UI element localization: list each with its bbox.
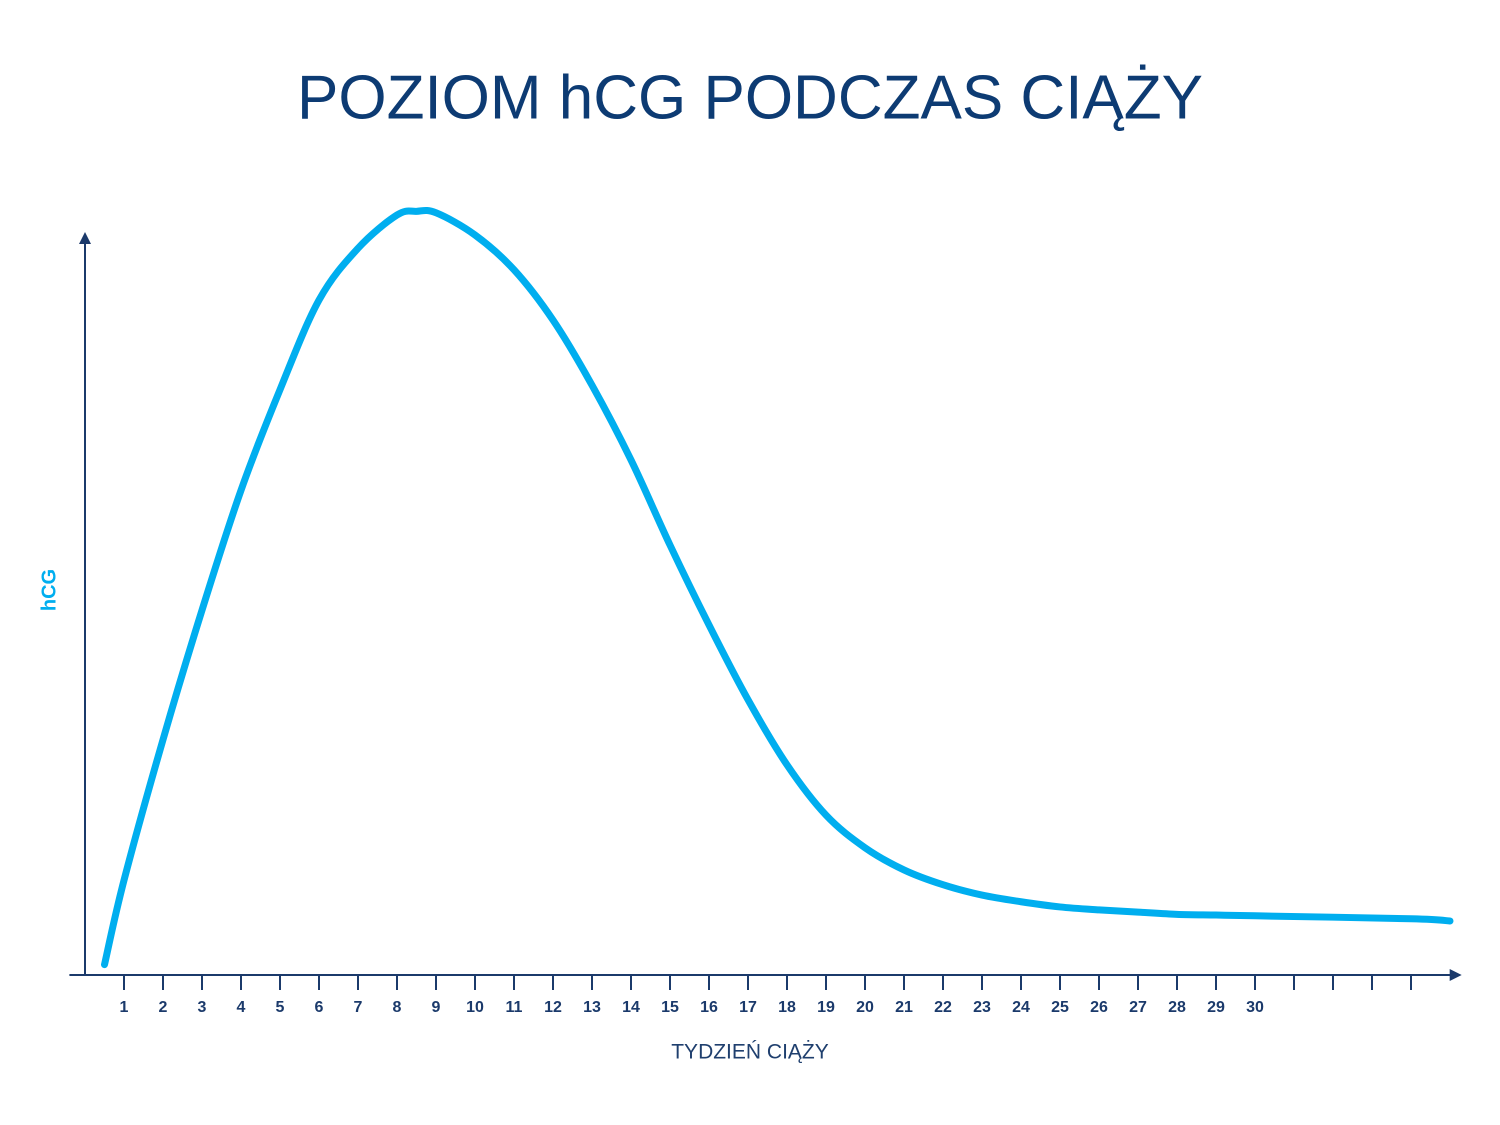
x-tick-label: 8 xyxy=(393,999,402,1016)
x-tick-label: 15 xyxy=(661,999,679,1016)
x-tick-label: 5 xyxy=(276,999,285,1016)
chart-title: POZIOM hCG PODCZAS CIĄŻY xyxy=(297,63,1203,132)
y-axis-title: hCG xyxy=(38,569,60,611)
x-tick-label: 25 xyxy=(1051,999,1069,1016)
x-tick-label: 29 xyxy=(1207,999,1225,1016)
x-tick-label: 7 xyxy=(354,999,363,1016)
x-tick-label: 27 xyxy=(1129,999,1147,1016)
x-tick-label: 4 xyxy=(237,999,246,1016)
x-tick-label: 22 xyxy=(934,999,952,1016)
x-axis-title: TYDZIEŃ CIĄŻY xyxy=(671,1041,829,1064)
x-tick-label: 1 xyxy=(120,999,129,1016)
x-tick-label: 30 xyxy=(1246,999,1264,1016)
x-tick-label: 18 xyxy=(778,999,796,1016)
x-tick-label: 20 xyxy=(856,999,874,1016)
x-tick-label: 11 xyxy=(506,999,523,1016)
x-tick-label: 14 xyxy=(622,999,640,1016)
y-axis-arrow xyxy=(79,232,91,244)
x-tick-label: 2 xyxy=(159,999,168,1016)
x-tick-label: 9 xyxy=(432,999,441,1016)
x-axis-arrow xyxy=(1449,969,1462,981)
x-tick-label: 17 xyxy=(739,999,757,1016)
x-tick-label: 21 xyxy=(895,999,913,1016)
x-tick-label: 10 xyxy=(466,999,484,1016)
x-tick-label: 6 xyxy=(315,999,324,1016)
x-tick-label: 24 xyxy=(1012,999,1030,1016)
x-tick-label: 13 xyxy=(583,999,601,1016)
x-tick-label: 26 xyxy=(1090,999,1108,1016)
x-tick-label: 28 xyxy=(1168,999,1186,1016)
x-tick-label: 12 xyxy=(544,999,562,1016)
x-tick-label: 23 xyxy=(973,999,991,1016)
data-line xyxy=(101,206,1454,969)
x-tick-label: 3 xyxy=(198,999,207,1016)
x-tick-label: 16 xyxy=(700,999,718,1016)
x-tick-label: 19 xyxy=(817,999,835,1016)
